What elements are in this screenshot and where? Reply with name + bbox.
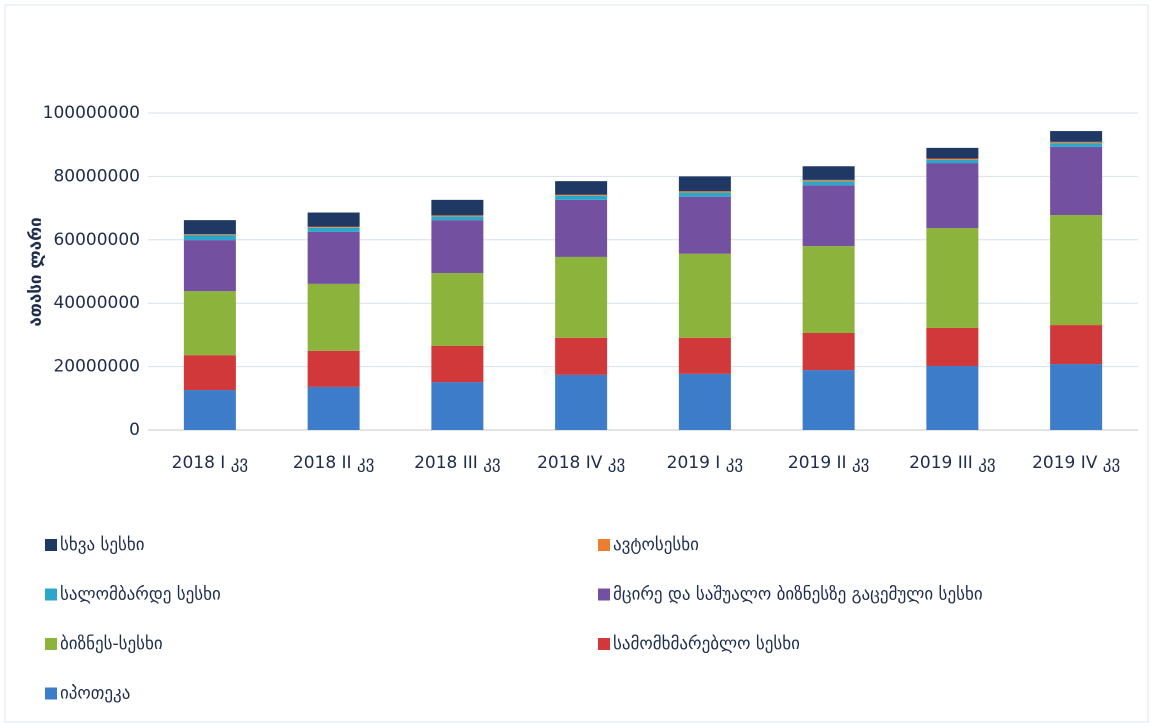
bar-segment <box>183 355 236 391</box>
x-tick-label: 2019 II კვ <box>788 453 870 473</box>
y-axis-label: ათასი ლარი <box>26 217 46 326</box>
bar-segment <box>1050 143 1103 147</box>
bar-segment <box>431 382 484 430</box>
bar-segment <box>926 159 979 164</box>
bar-segment <box>183 220 236 235</box>
legend-label: სხვა სესხი <box>60 535 145 555</box>
legend-swatch <box>45 588 57 601</box>
bar-segment <box>926 228 979 328</box>
bar-segment <box>802 246 855 333</box>
bar-segment <box>183 234 236 236</box>
bar-segment <box>307 227 360 232</box>
legend-swatch <box>598 588 610 601</box>
bar-segment <box>1050 215 1103 326</box>
bar-segment <box>555 194 608 196</box>
bar-segment <box>555 195 608 200</box>
bar-segment <box>678 191 731 193</box>
bar-segment <box>678 176 731 192</box>
bar-segment <box>802 370 855 430</box>
bar-segment <box>555 199 608 257</box>
legend-label: ავტოსესხი <box>613 535 699 555</box>
bar-segment <box>1050 325 1103 365</box>
bar-segment <box>926 158 979 160</box>
x-tick-label: 2018 II კვ <box>293 453 375 473</box>
bar-segment <box>431 215 484 217</box>
legend-swatch <box>45 539 57 551</box>
legend-swatch <box>45 638 57 650</box>
bar-segment <box>678 253 731 338</box>
legend-label: სალომბარდე სესხი <box>60 585 221 605</box>
y-tick-label: 80000000 <box>53 166 140 186</box>
bar-segment <box>307 226 360 228</box>
bar-segment <box>431 220 484 274</box>
bar-segment <box>926 163 979 229</box>
bar-segment <box>926 327 979 366</box>
bar-segment <box>307 212 360 227</box>
x-tick-label: 2019 III კვ <box>909 453 996 473</box>
bar-segment <box>431 273 484 346</box>
legend-label: ბიზნეს-სესხი <box>60 634 163 654</box>
bar-segment <box>1050 364 1103 430</box>
x-tick-label: 2018 I კვ <box>172 453 248 473</box>
bar-segment <box>183 235 236 241</box>
bar-segment <box>678 373 731 430</box>
bar-segment <box>802 179 855 182</box>
bar-segment <box>431 199 484 216</box>
legend-label: სამომხმარებლო სესხი <box>613 634 800 654</box>
bar-segment <box>183 390 236 430</box>
legend-swatch <box>598 638 610 650</box>
y-tick-label: 60000000 <box>53 230 140 250</box>
bar-segment <box>307 350 360 387</box>
bar-segment <box>802 185 855 247</box>
bar-segment <box>926 147 979 159</box>
bar-segment <box>926 365 979 430</box>
x-tick-label: 2019 I კვ <box>667 453 743 473</box>
x-tick-label: 2019 IV კვ <box>1032 453 1120 473</box>
bar-segment <box>183 240 236 292</box>
bar-segment <box>555 374 608 430</box>
bar-segment <box>307 231 360 284</box>
bar-segment <box>555 337 608 375</box>
bar-segment <box>431 216 484 221</box>
bar-segment <box>307 386 360 430</box>
legend-label: იპოთეკა <box>60 684 130 704</box>
bar-segment <box>802 166 855 180</box>
y-tick-label: 0 <box>129 420 140 440</box>
bar-segment <box>555 181 608 195</box>
bar-segment <box>802 181 855 186</box>
x-tick-label: 2018 IV კვ <box>537 453 625 473</box>
bar-segment <box>678 337 731 374</box>
y-tick-label: 40000000 <box>53 293 140 313</box>
y-tick-label: 100000000 <box>43 103 140 123</box>
bar-segment <box>1050 146 1103 216</box>
y-tick-label: 20000000 <box>53 357 140 377</box>
bar-segment <box>307 283 360 351</box>
legend-label: მცირე და საშუალო ბიზნესზე გაცემული სესხი <box>613 585 983 605</box>
bar-segment <box>678 196 731 254</box>
bar-segment <box>431 345 484 383</box>
bar-segment <box>555 256 608 338</box>
legend-swatch <box>598 539 610 551</box>
bar-segment <box>1050 141 1103 144</box>
bar-segment <box>1050 131 1103 142</box>
bar-segment <box>802 332 855 371</box>
bar-segment <box>678 192 731 197</box>
bar-segment <box>183 291 236 356</box>
x-tick-label: 2018 III კვ <box>414 453 501 473</box>
legend-swatch <box>45 687 57 700</box>
